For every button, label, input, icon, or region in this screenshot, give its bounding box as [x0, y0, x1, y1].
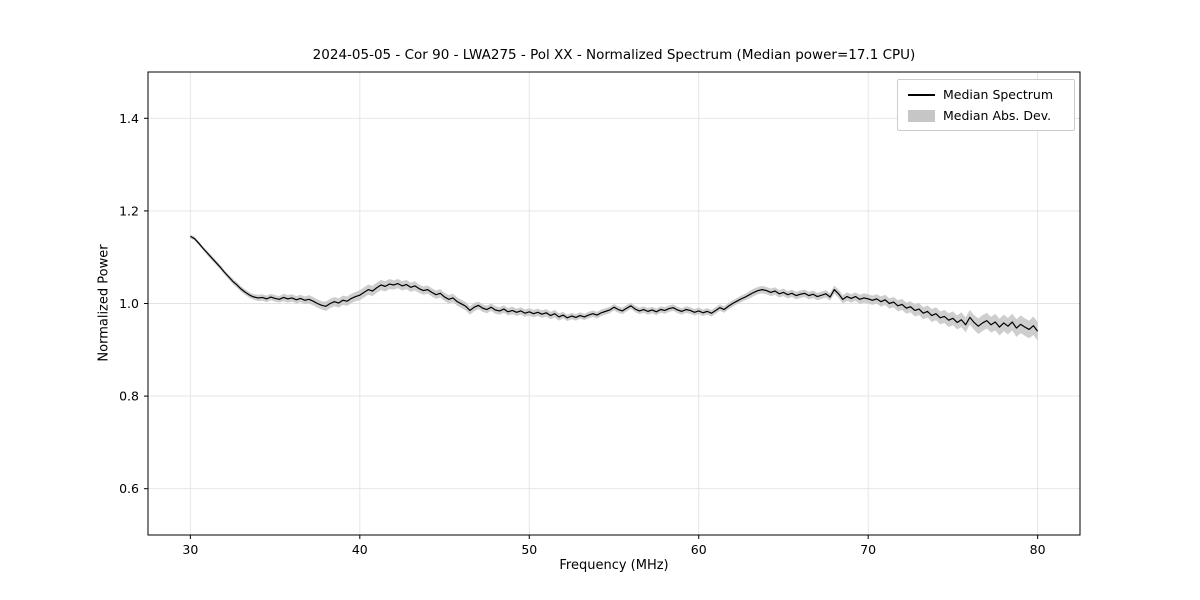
y-tick-label: 1.2	[119, 203, 139, 218]
y-tick-label: 0.8	[119, 389, 139, 404]
x-tick-label: 70	[860, 542, 876, 557]
y-tick-label: 1.0	[119, 296, 139, 311]
legend-label: Median Abs. Dev.	[943, 108, 1052, 123]
x-tick-label: 30	[182, 542, 198, 557]
legend: Median Spectrum Median Abs. Dev.	[897, 79, 1075, 131]
legend-item-median-spectrum: Median Spectrum	[908, 87, 1064, 102]
patch-swatch-icon	[908, 109, 935, 122]
x-axis-label: Frequency (MHz)	[559, 558, 669, 573]
y-tick-label: 0.6	[119, 481, 139, 496]
legend-item-median-abs-dev: Median Abs. Dev.	[908, 108, 1064, 123]
median-spectrum-line	[190, 235, 1039, 332]
chart-title: 2024-05-05 - Cor 90 - LWA275 - Pol XX - …	[312, 47, 916, 63]
x-tick-label: 80	[1030, 542, 1046, 557]
legend-label: Median Spectrum	[943, 87, 1054, 102]
line-swatch-icon	[908, 93, 935, 96]
x-tick-label: 50	[521, 542, 537, 557]
y-tick-label: 1.4	[119, 111, 139, 126]
x-tick-label: 60	[691, 542, 707, 557]
mad-band	[190, 234, 1038, 341]
x-tick-label: 40	[352, 542, 368, 557]
y-axis-label: Normalized Power	[96, 244, 112, 362]
